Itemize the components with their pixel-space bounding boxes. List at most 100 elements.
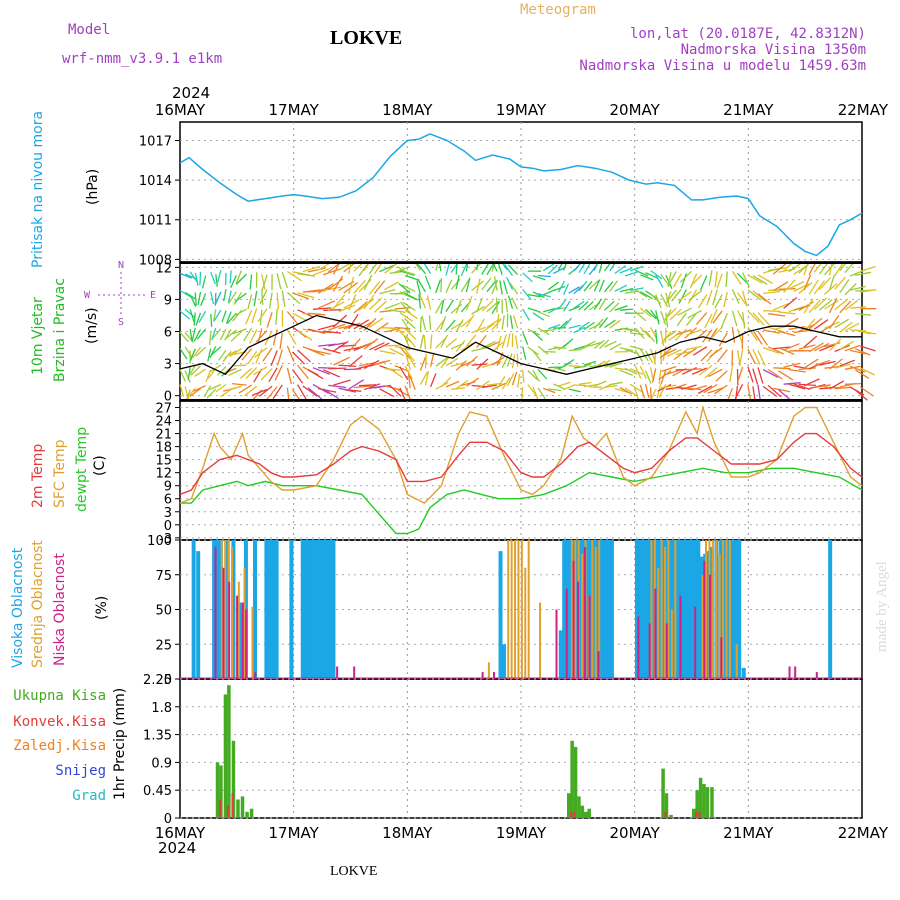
wind-tick-label: 0 [164,390,172,405]
high-cloud-bar [310,540,315,679]
top-date-label: 18MAY [382,101,433,119]
wind-arrow [828,261,833,276]
wind-arrow [725,271,728,288]
wind-arrow [839,321,853,333]
mid-cloud-bar [725,540,728,679]
wind-arrow [522,346,527,360]
total-rain-bar [702,784,706,818]
wind-arrow [849,349,866,355]
wind-arrow [757,293,772,305]
low-cloud-bar [241,602,244,679]
wind-arrow [844,282,857,296]
wind-arrow [505,298,509,313]
wind-arrow [245,366,258,379]
wind-arrow [445,261,451,276]
wind-arrow [655,310,660,325]
wind-arrow [227,385,242,392]
wind-arrow [312,367,331,375]
high-cloud-bar [238,602,243,679]
wind-arrow [495,297,498,313]
high-cloud-bar [558,630,563,679]
wind-arrow [292,292,309,300]
wind-arrow [435,300,443,314]
wind-arrow [664,307,677,320]
wind-tick-label: 3 [164,358,172,373]
wind-arrow [272,384,283,400]
wind-arrow [384,344,401,347]
mid-cloud-bar [570,540,573,679]
high-cloud-bar [733,540,738,679]
wind-arrow [678,291,692,302]
wind-arrow [235,273,247,285]
wind-arrow [471,280,484,292]
wind-arrow [773,346,791,350]
wind-arrow [527,293,541,298]
wind-arrow [398,283,411,294]
wind-arrow [401,269,416,276]
wind-arrow [537,368,548,380]
wind-arrow [829,338,842,352]
wind-arrow [578,301,589,311]
wind-arrow [699,275,708,291]
wind-arrow [767,384,782,398]
wind-arrow [714,384,728,395]
wind-arrow [768,267,786,272]
wind-arrow [481,323,495,333]
low-cloud-bar [254,672,257,679]
wind-arrow [542,289,556,296]
mid-cloud-bar [594,546,597,679]
wind-arrow [276,349,283,366]
wind-arrow [419,371,429,385]
wind-arrow [855,271,872,276]
wind-arrow [374,359,391,366]
wind-arrow [634,269,649,277]
wind-arrow [440,356,450,369]
wind-arrow [834,276,846,290]
wind-arrow [516,373,521,388]
high-cloud-bar [498,551,503,679]
wind-arrow [512,315,519,329]
wind-arrow [757,312,770,326]
model-altitude-text: Nadmorska Visina u modelu 1459.63m [579,58,866,74]
wind-arrow [803,318,816,333]
temp-tick-label: 12 [155,467,172,482]
wind-arrow [215,274,218,287]
top-date-label: 19MAY [496,101,547,119]
wind-arrow [440,376,452,388]
wind-arrow [522,369,525,383]
total-rain-bar [215,762,220,818]
wind-arrow [465,355,478,367]
wind-arrow [703,383,718,394]
bottom-date-label: 21MAY [723,824,774,842]
wind-arrow [286,345,295,362]
precip-tick-label: 1.35 [143,729,172,744]
wind-arrow [639,326,651,338]
precip-tick-label: 0.9 [151,756,172,771]
wind-arrow [476,358,489,370]
wind-arrow [558,320,568,330]
high-cloud-bar [634,540,639,679]
wind-arrow [685,368,702,371]
mid-cloud-bar [591,540,594,679]
wind-arrow [522,308,531,321]
wind-arrow [813,280,826,295]
mid-cloud-bar [224,540,227,679]
wind-arrow [714,294,723,309]
total-rain-bar [223,694,228,818]
wind-arrow [445,380,460,388]
total-rain-bar [249,808,254,818]
wind-arrow [813,297,827,310]
wind-arrow [634,349,644,362]
wind-arrow [369,342,385,351]
mid-cloud-bar [487,662,490,679]
wind-arrow [328,367,347,370]
low-cloud-bar [481,672,484,679]
temp-tick-label: 21 [155,428,172,443]
precip-label: 1hr Precip [112,729,128,800]
precip-tick-label: 0 [164,812,172,827]
wind-arrow [752,275,768,285]
wind-arrow [297,384,307,401]
wind-arrow [379,388,395,398]
wind-arrow [353,385,372,389]
wind-arrow [691,367,708,375]
